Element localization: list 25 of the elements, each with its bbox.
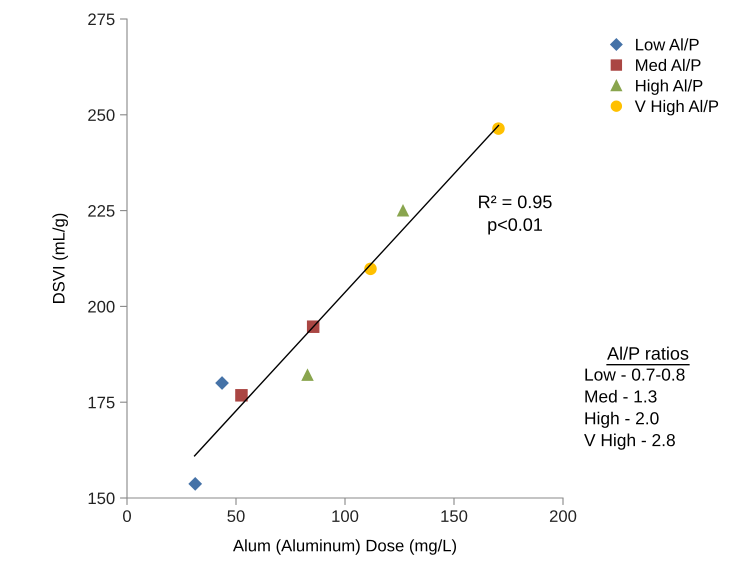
point bbox=[235, 389, 248, 402]
legend-label: High Al/P bbox=[636, 79, 702, 95]
x-tick-label: 100 bbox=[332, 510, 358, 522]
y-tick-label: 175 bbox=[88, 396, 114, 408]
y-axis-title: DSVI (mL/g) bbox=[52, 214, 68, 303]
y-tick-label: 150 bbox=[88, 492, 115, 504]
text: Low - 0.7-0.8 Med - 1.3 High - 2.0 V High - 2.8 bbox=[584, 368, 685, 450]
x-tick-label: 50 bbox=[227, 510, 245, 522]
text: Al/P ratios bbox=[607, 346, 688, 360]
point bbox=[188, 476, 202, 491]
x-tick-label: 0 bbox=[123, 510, 131, 522]
point bbox=[215, 376, 229, 390]
x-axis-title: Alum (Aluminum) Dose (mg/L) bbox=[232, 539, 456, 555]
y-tick-label: 225 bbox=[88, 205, 114, 217]
point bbox=[396, 204, 410, 216]
x-tick-label: 150 bbox=[441, 510, 468, 522]
annotation: R² = 0.95 p<0.01 bbox=[479, 195, 552, 235]
legend-label: V High Al/P bbox=[634, 100, 718, 116]
y-tick-label: 250 bbox=[88, 109, 115, 122]
legend-label: Med Al/P bbox=[636, 58, 701, 72]
y-tick-label: 275 bbox=[88, 13, 114, 26]
y-tick-label: 200 bbox=[88, 300, 115, 313]
legend-label: Low Al/P bbox=[636, 38, 699, 51]
point bbox=[301, 368, 314, 381]
x-tick-label: 200 bbox=[550, 510, 576, 522]
